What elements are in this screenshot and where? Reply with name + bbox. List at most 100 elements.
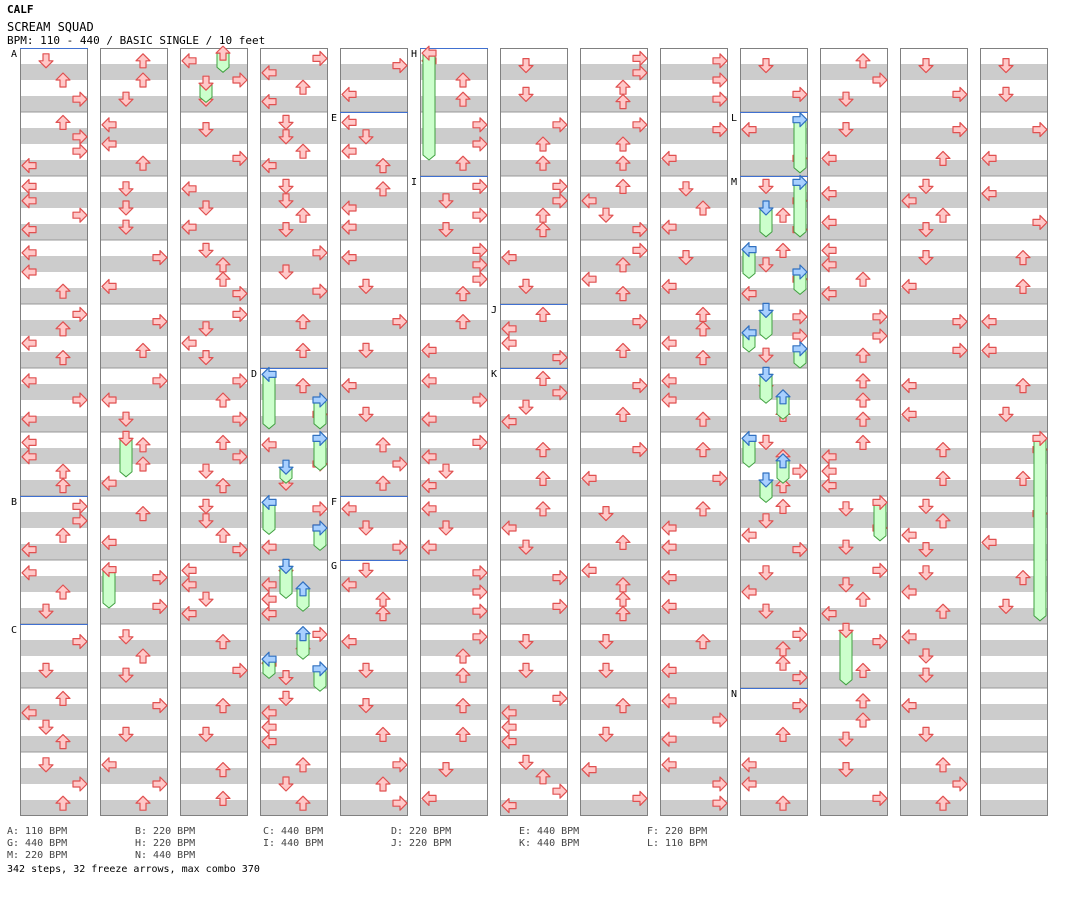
- step-arrow-r: [152, 373, 168, 389]
- step-arrow-d: [518, 633, 534, 650]
- step-arrow-l: [261, 605, 277, 622]
- step-arrow-d: [838, 91, 854, 107]
- step-arrow-l: [21, 264, 37, 280]
- step-arrow-r: [792, 309, 808, 325]
- step-arrow-r: [392, 456, 408, 472]
- step-arrow-r: [152, 250, 168, 266]
- step-arrow-l: [981, 150, 997, 166]
- freeze-head-l: [741, 430, 757, 446]
- step-arrow-d: [198, 242, 214, 258]
- step-arrow-l: [661, 731, 677, 747]
- freeze-head-r: [312, 392, 328, 408]
- step-arrow-r: [232, 150, 248, 166]
- step-arrow-l: [101, 475, 117, 491]
- step-arrow-r: [232, 541, 248, 558]
- freeze-arrow: [839, 629, 853, 686]
- step-arrow-l: [421, 411, 437, 427]
- step-arrow-l: [661, 219, 677, 235]
- chart-column: [180, 48, 248, 816]
- step-arrow-r: [72, 91, 88, 107]
- step-arrow-d: [998, 86, 1014, 103]
- step-arrow-u: [775, 498, 791, 514]
- step-arrow-l: [181, 219, 197, 235]
- step-arrow-u: [535, 155, 551, 171]
- step-arrow-r: [472, 178, 488, 194]
- step-arrow-d: [358, 662, 374, 679]
- step-arrow-l: [501, 335, 517, 351]
- step-arrow-r: [1032, 122, 1048, 138]
- step-arrow-d: [198, 350, 214, 366]
- step-arrow-r: [552, 783, 568, 799]
- freeze-head-r: [792, 174, 808, 190]
- step-arrow-l: [661, 598, 677, 615]
- bpm-legend-entry: F: 220 BPM: [647, 826, 708, 837]
- step-arrow-u: [1015, 378, 1031, 394]
- step-arrow-u: [135, 53, 151, 69]
- step-arrow-l: [341, 200, 357, 216]
- step-arrow-l: [741, 776, 757, 792]
- step-arrow-l: [661, 520, 677, 536]
- bpm-legend-entry: H: 220 BPM: [135, 838, 196, 849]
- step-arrow-u: [455, 72, 471, 88]
- freeze-arrow: [422, 52, 436, 161]
- step-arrow-u: [135, 72, 151, 88]
- step-arrow-u: [215, 697, 231, 714]
- step-arrow-l: [181, 605, 197, 622]
- freeze-head-u: [215, 45, 231, 61]
- step-arrow-u: [535, 470, 551, 486]
- step-arrow-l: [821, 478, 837, 494]
- step-arrow-u: [455, 91, 471, 107]
- freeze-arrow: [793, 181, 807, 238]
- step-arrow-u: [615, 342, 631, 358]
- step-arrow-d: [518, 399, 534, 415]
- step-arrow-d: [198, 200, 214, 216]
- step-arrow-l: [341, 86, 357, 103]
- step-arrow-l: [181, 53, 197, 69]
- step-arrow-l: [421, 790, 437, 807]
- step-arrow-d: [278, 129, 294, 145]
- step-arrow-u: [215, 392, 231, 408]
- step-arrow-l: [901, 378, 917, 394]
- step-arrow-d: [38, 757, 54, 773]
- step-arrow-r: [72, 129, 88, 145]
- bpm-marker-label: A: [11, 49, 17, 60]
- step-arrow-d: [278, 193, 294, 209]
- step-arrow-u: [295, 342, 311, 358]
- step-arrow-d: [278, 690, 294, 707]
- step-arrow-l: [661, 278, 677, 294]
- step-arrow-d: [198, 463, 214, 479]
- step-arrow-u: [695, 321, 711, 337]
- step-arrow-l: [821, 150, 837, 166]
- step-arrow-l: [421, 478, 437, 494]
- step-arrow-l: [741, 286, 757, 302]
- step-arrow-r: [152, 569, 168, 586]
- step-arrow-u: [455, 726, 471, 743]
- step-arrow-l: [341, 250, 357, 266]
- step-arrow-d: [278, 178, 294, 194]
- step-arrow-u: [935, 207, 951, 223]
- step-arrow-u: [455, 155, 471, 171]
- step-arrow-l: [581, 271, 597, 287]
- step-arrow-u: [375, 158, 391, 174]
- step-arrow-r: [872, 309, 888, 325]
- step-arrow-u: [215, 761, 231, 778]
- step-arrow-d: [118, 200, 134, 216]
- step-arrow-u: [855, 434, 871, 450]
- freeze-head-l: [421, 45, 437, 61]
- step-arrow-l: [501, 250, 517, 266]
- step-arrow-d: [918, 222, 934, 238]
- step-arrow-d: [358, 520, 374, 536]
- step-arrow-r: [232, 373, 248, 389]
- step-arrow-u: [135, 342, 151, 358]
- bpm-marker-label: L: [731, 113, 737, 124]
- step-arrow-l: [261, 539, 277, 555]
- step-arrow-r: [712, 91, 728, 107]
- step-arrow-u: [855, 53, 871, 69]
- step-arrow-u: [295, 207, 311, 223]
- step-arrow-r: [232, 449, 248, 465]
- chart-column: [500, 48, 568, 816]
- step-arrow-r: [792, 669, 808, 686]
- step-arrow-u: [855, 373, 871, 389]
- step-arrow-r: [392, 539, 408, 555]
